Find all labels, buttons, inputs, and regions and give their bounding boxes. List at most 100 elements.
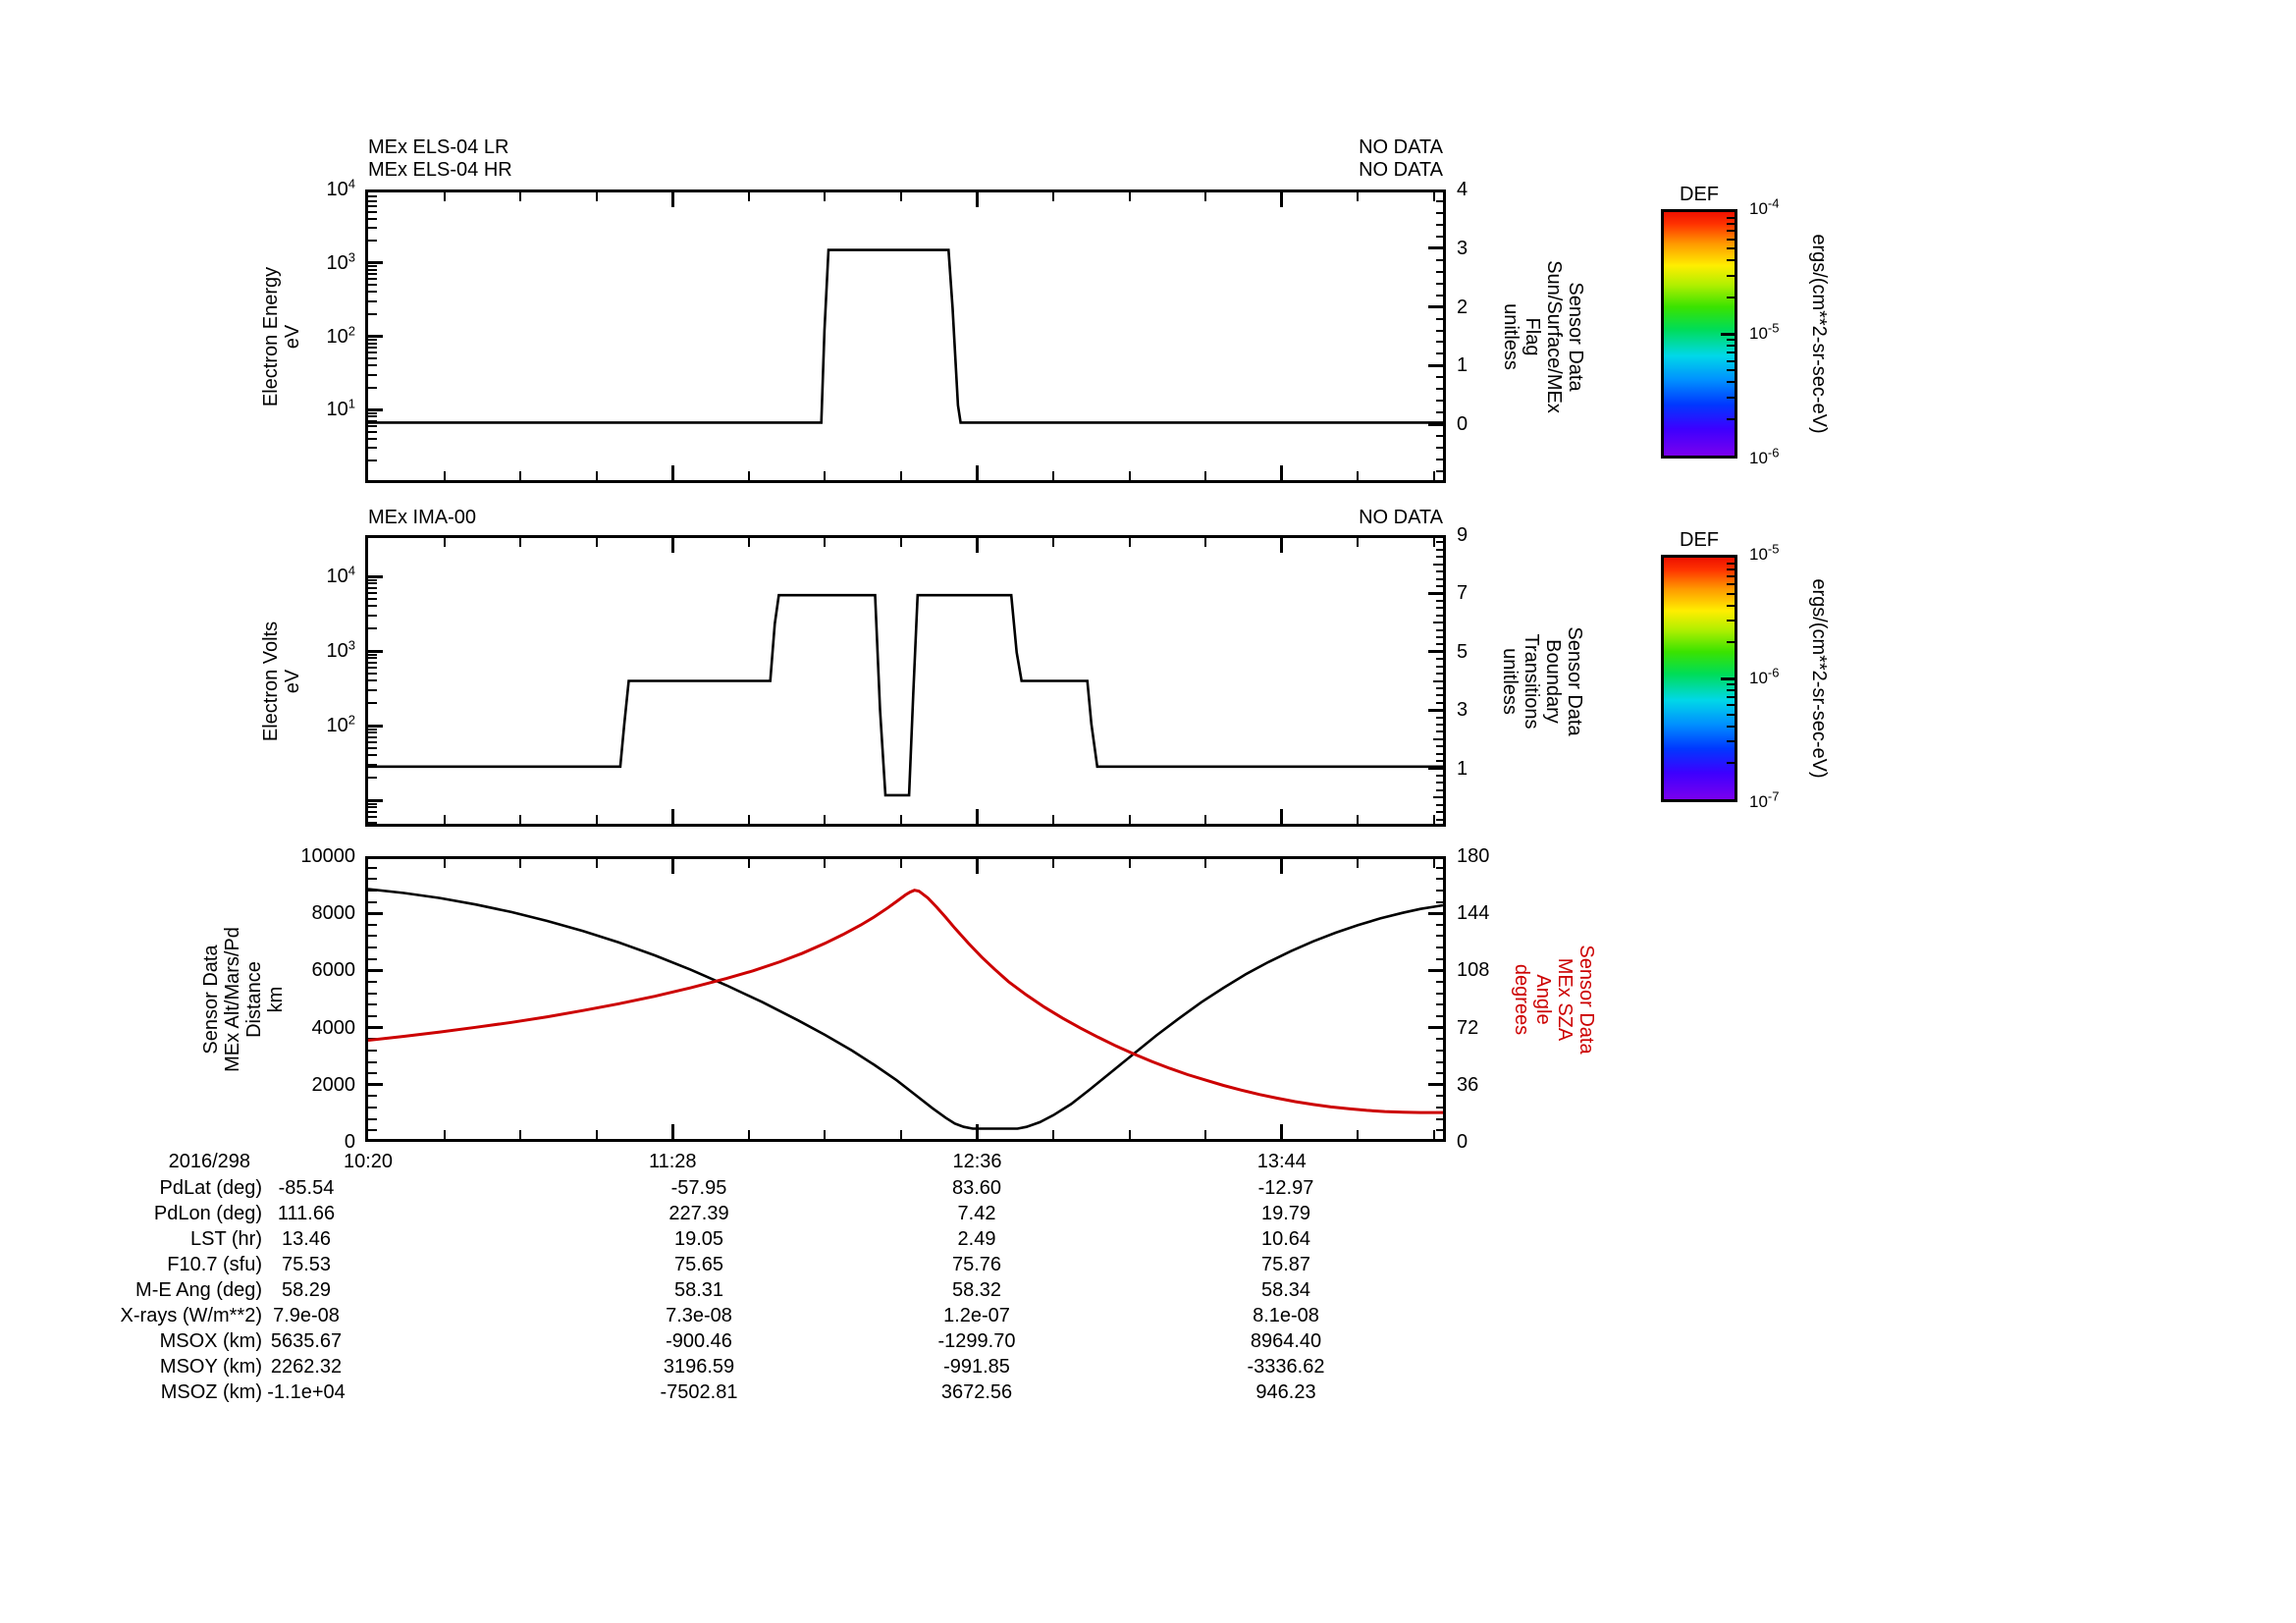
colorbar-minor-tick xyxy=(1727,562,1735,565)
x-major-tick xyxy=(1280,192,1284,207)
y2-major-tick xyxy=(1428,650,1443,654)
y-minor-tick xyxy=(368,268,377,271)
y-minor-tick xyxy=(368,586,377,589)
x-major-tick xyxy=(1280,538,1284,553)
x-major-tick xyxy=(976,859,979,874)
y2-minor-tick xyxy=(1436,737,1443,740)
x-minor-tick xyxy=(443,859,446,868)
y-minor-tick xyxy=(368,731,377,734)
colorbar-minor-tick xyxy=(1727,345,1735,348)
table-cell-value: 3196.59 xyxy=(663,1356,735,1378)
y-minor-tick xyxy=(368,265,377,268)
y2-minor-tick xyxy=(1436,679,1443,682)
x-major-tick xyxy=(670,192,674,207)
y-minor-tick xyxy=(368,195,377,198)
x-minor-tick xyxy=(519,859,522,868)
y2-minor-tick xyxy=(1436,447,1443,450)
x-minor-tick xyxy=(1432,1130,1435,1139)
y2-minor-tick xyxy=(1436,900,1443,903)
x-minor-tick xyxy=(595,1130,598,1139)
x-major-tick xyxy=(670,465,674,480)
y-minor-tick xyxy=(368,878,377,881)
y2-minor-tick xyxy=(1436,258,1443,261)
table-row-label: F10.7 (sfu) xyxy=(167,1254,262,1275)
y-minor-tick xyxy=(368,415,377,418)
colorbar-tick-label: 10-7 xyxy=(1749,788,1780,811)
panel-title: MEx ELS-04 LR MEx ELS-04 HR xyxy=(368,136,512,181)
x-minor-tick xyxy=(1128,815,1131,824)
table-cell-value: -991.85 xyxy=(943,1356,1010,1378)
table-cell-value: 10.64 xyxy=(1260,1228,1311,1250)
y-axis-tick-label: 0 xyxy=(344,1131,355,1153)
y2-minor-tick xyxy=(1436,376,1443,379)
y2-major-tick xyxy=(1428,1026,1443,1030)
x-axis-date-label: 2016/298 xyxy=(168,1151,250,1172)
y-minor-tick xyxy=(368,657,377,660)
x-minor-tick xyxy=(824,1130,827,1139)
y-minor-tick xyxy=(368,821,377,824)
y2-minor-tick xyxy=(1436,796,1443,799)
y-minor-tick xyxy=(368,460,377,462)
x-minor-tick xyxy=(1432,538,1435,547)
table-cell-value: 5635.67 xyxy=(270,1330,343,1352)
colorbar-minor-tick xyxy=(1727,296,1735,298)
y2-minor-tick xyxy=(1436,635,1443,638)
colorbar-tick-label: 10-6 xyxy=(1749,445,1780,467)
y2-minor-tick xyxy=(1436,1014,1443,1017)
y-minor-tick xyxy=(368,923,377,926)
y2-minor-tick xyxy=(1436,329,1443,332)
table-cell-value: 7.9e-08 xyxy=(273,1305,340,1326)
x-major-tick xyxy=(670,538,674,553)
colorbar-tick-label: 10-5 xyxy=(1749,320,1780,343)
x-minor-tick xyxy=(595,471,598,480)
y-minor-tick xyxy=(368,661,377,664)
table-row-label: MSOZ (km) xyxy=(160,1381,262,1403)
y-minor-tick xyxy=(368,1117,377,1120)
table-cell-value: 8.1e-08 xyxy=(1253,1305,1319,1326)
x-major-tick xyxy=(976,465,979,480)
y-axis-tick-label: 102 xyxy=(326,712,355,737)
y-minor-tick xyxy=(368,947,377,949)
colorbar-minor-tick xyxy=(1727,604,1735,607)
y2-minor-tick xyxy=(1436,788,1443,791)
y2-minor-tick xyxy=(1436,570,1443,573)
y2-minor-tick xyxy=(1436,599,1443,602)
colorbar-minor-tick xyxy=(1727,583,1735,586)
y-minor-tick xyxy=(368,810,377,813)
y2-minor-tick xyxy=(1436,1003,1443,1006)
y2-minor-tick xyxy=(1436,199,1443,202)
table-cell-value: -900.46 xyxy=(666,1330,732,1352)
plot-panel-2 xyxy=(365,535,1446,827)
y2-major-tick xyxy=(1428,708,1443,712)
y-minor-tick xyxy=(368,900,377,903)
x-minor-tick xyxy=(443,815,446,824)
y2-minor-tick xyxy=(1436,614,1443,617)
curve-canvas-panel-1 xyxy=(368,248,1443,424)
y-axis-title: Electron Volts eV xyxy=(260,621,303,741)
y2-minor-tick xyxy=(1436,282,1443,285)
y-major-tick xyxy=(368,1026,383,1030)
y-axis-tick-label: 6000 xyxy=(311,959,356,982)
x-minor-tick xyxy=(899,1130,902,1139)
colorbar-minor-tick xyxy=(1727,725,1735,728)
y2-major-tick xyxy=(1428,363,1443,367)
colorbar-tick-label: 10-6 xyxy=(1749,665,1780,687)
x-minor-tick xyxy=(519,192,522,201)
table-cell-value: -57.95 xyxy=(670,1177,727,1199)
colorbar-major-tick xyxy=(1721,332,1735,336)
y2-minor-tick xyxy=(1436,423,1443,426)
y2-axis-tick-label: 2 xyxy=(1457,296,1468,318)
y-axis-tick-label: 8000 xyxy=(311,902,356,925)
x-minor-tick xyxy=(747,1130,750,1139)
x-minor-tick xyxy=(1432,815,1435,824)
x-minor-tick xyxy=(1432,859,1435,868)
y2-minor-tick xyxy=(1436,541,1443,544)
y-minor-tick xyxy=(368,357,377,359)
table-cell-value: 13.46 xyxy=(281,1228,332,1250)
y-minor-tick xyxy=(368,437,377,440)
y-minor-tick xyxy=(368,746,377,749)
panel-title: MEx IMA-00 xyxy=(368,507,477,528)
y2-minor-tick xyxy=(1436,607,1443,610)
y2-minor-tick xyxy=(1436,782,1443,784)
y-minor-tick xyxy=(368,347,377,350)
